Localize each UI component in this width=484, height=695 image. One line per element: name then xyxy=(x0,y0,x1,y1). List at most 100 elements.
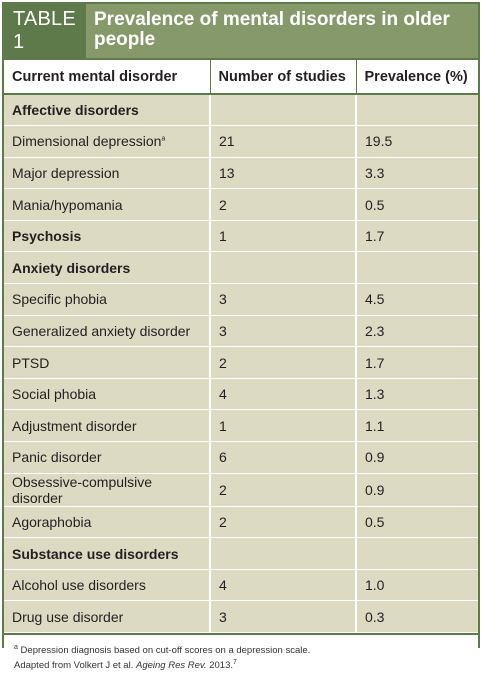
studies-cell: 1 xyxy=(209,220,356,253)
prevalence-cell: 4.5 xyxy=(355,283,478,316)
table-row: Major depression 13 3.3 xyxy=(4,157,478,190)
category-row: Psychosis 1 1.7 xyxy=(4,220,478,253)
table-row: Social phobia 4 1.3 xyxy=(4,378,478,411)
column-header-row: Current mental disorder Number of studie… xyxy=(4,58,478,95)
disorder-label: Psychosis xyxy=(12,228,82,245)
prevalence-cell: 0.5 xyxy=(355,506,478,539)
studies-cell: 13 xyxy=(209,157,356,190)
disorder-cell: Agoraphobia xyxy=(4,506,210,539)
studies-cell: 3 xyxy=(209,315,356,348)
disorder-label: Drug use disorder xyxy=(12,608,124,625)
source-citation: Adapted from Volkert J et al. Ageing Res… xyxy=(14,658,478,673)
disorder-label: Adjustment disorder xyxy=(12,417,137,434)
prevalence-cell: 1.7 xyxy=(355,346,478,379)
prevalence-cell xyxy=(355,251,478,285)
disorder-cell: Substance use disorders xyxy=(4,537,210,570)
disorder-label: Alcohol use disorders xyxy=(12,577,146,594)
disorder-label: Anxiety disorders xyxy=(12,259,131,276)
category-row: Anxiety disorders xyxy=(4,251,478,285)
disorder-cell: Social phobia xyxy=(4,378,210,411)
disorder-cell: Dimensional depressiona xyxy=(4,125,210,158)
source-journal: Ageing Res Rev. xyxy=(135,660,207,671)
disorder-cell: Generalized anxiety disorder xyxy=(4,315,210,348)
disorder-label: Substance use disorders xyxy=(12,545,179,562)
column-header-prevalence: Prevalence (%) xyxy=(355,58,478,95)
table-body: Affective disorders Dimensional depressio… xyxy=(4,94,478,633)
disorder-cell: PTSD xyxy=(4,346,210,379)
prevalence-cell: 0.5 xyxy=(355,188,478,221)
category-row: Substance use disorders xyxy=(4,537,478,570)
disorder-label: PTSD xyxy=(12,354,50,371)
disorder-label: Specific phobia xyxy=(12,291,107,308)
table-row: Dimensional depressiona 21 19.5 xyxy=(4,125,478,158)
studies-cell: 4 xyxy=(209,569,356,602)
disorder-cell: Psychosis xyxy=(4,220,210,253)
studies-cell: 2 xyxy=(209,506,356,539)
prevalence-table: Current mental disorder Number of studie… xyxy=(4,58,478,633)
studies-cell: 4 xyxy=(209,378,356,411)
prevalence-cell: 0.9 xyxy=(355,441,478,474)
prevalence-cell: 1.3 xyxy=(355,378,478,411)
disorder-cell: Mania/hypomania xyxy=(4,188,210,221)
disorder-cell: Major depression xyxy=(4,157,210,190)
table-row: Alcohol use disorders 4 1.0 xyxy=(4,569,478,602)
studies-cell: 2 xyxy=(209,188,356,221)
disorder-label: Panic disorder xyxy=(12,449,102,466)
table-title: Prevalence of mental disorders in older … xyxy=(86,4,478,58)
source-year: 2013. xyxy=(206,660,233,671)
disorder-label: Social phobia xyxy=(12,386,97,403)
footnote-marker: a xyxy=(161,135,166,143)
prevalence-cell xyxy=(355,537,478,570)
prevalence-cell: 1.0 xyxy=(355,569,478,602)
table-row: Agoraphobia 2 0.5 xyxy=(4,506,478,539)
studies-cell: 1 xyxy=(209,409,356,443)
footnote-text: Depression diagnosis based on cut-off sc… xyxy=(20,645,311,656)
prevalence-cell: 0.9 xyxy=(355,473,478,507)
studies-cell: 2 xyxy=(209,473,356,507)
disorder-label: Obsessive-compulsive disorder xyxy=(12,473,153,506)
prevalence-cell xyxy=(355,94,478,127)
column-header-disorder: Current mental disorder xyxy=(4,58,210,95)
table-row: Specific phobia 3 4.5 xyxy=(4,283,478,316)
table-row: Panic disorder 6 0.9 xyxy=(4,441,478,474)
studies-cell: 3 xyxy=(209,600,356,633)
table-row: Obsessive-compulsive disorder 2 0.9 xyxy=(4,473,478,507)
source-prefix: Adapted from Volkert J et al. xyxy=(14,660,136,671)
table-row: Drug use disorder 3 0.3 xyxy=(4,600,478,633)
table-header: TABLE 1 Prevalence of mental disorders i… xyxy=(4,4,478,58)
disorder-label: Affective disorders xyxy=(12,102,139,119)
studies-cell: 21 xyxy=(209,125,356,158)
prevalence-cell: 1.1 xyxy=(355,409,478,443)
disorder-cell: Drug use disorder xyxy=(4,600,210,633)
footnotes: a Depression diagnosis based on cut-off … xyxy=(4,633,478,695)
disorder-label: Mania/hypomania xyxy=(12,196,123,213)
source-ref: 7 xyxy=(233,658,237,666)
disorder-cell: Affective disorders xyxy=(4,94,210,127)
disorder-label: Major depression xyxy=(12,164,120,181)
disorder-cell: Adjustment disorder xyxy=(4,409,210,443)
prevalence-cell: 0.3 xyxy=(355,600,478,633)
studies-cell xyxy=(209,251,356,285)
disorder-cell: Panic disorder xyxy=(4,441,210,474)
disorder-label: Generalized anxiety disorder xyxy=(12,322,191,339)
prevalence-cell: 3.3 xyxy=(355,157,478,190)
table-tag: TABLE 1 xyxy=(4,4,86,58)
disorder-cell: Obsessive-compulsive disorder xyxy=(4,473,210,507)
column-header-studies: Number of studies xyxy=(209,58,356,95)
studies-cell: 3 xyxy=(209,283,356,316)
disorder-cell: Alcohol use disorders xyxy=(4,569,210,602)
prevalence-cell: 1.7 xyxy=(355,220,478,253)
disorder-cell: Specific phobia xyxy=(4,283,210,316)
studies-cell xyxy=(209,537,356,570)
table-row: Generalized anxiety disorder 3 2.3 xyxy=(4,315,478,348)
prevalence-cell: 2.3 xyxy=(355,315,478,348)
table-row: Mania/hypomania 2 0.5 xyxy=(4,188,478,221)
studies-cell: 6 xyxy=(209,441,356,474)
prevalence-cell: 19.5 xyxy=(355,125,478,158)
studies-cell: 2 xyxy=(209,346,356,379)
disorder-label: Agoraphobia xyxy=(12,513,92,530)
category-row: Affective disorders xyxy=(4,94,478,127)
footnote-marker: a xyxy=(14,643,18,651)
table-row: Adjustment disorder 1 1.1 xyxy=(4,409,478,443)
